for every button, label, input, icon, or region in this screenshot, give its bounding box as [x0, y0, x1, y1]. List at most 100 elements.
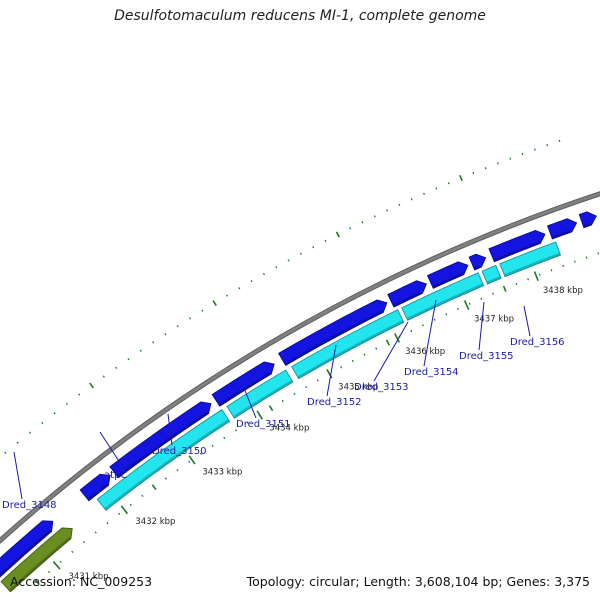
- inner-tick-10: [152, 485, 156, 490]
- cds-track: [97, 242, 560, 510]
- inner-tick-27: [352, 360, 353, 362]
- inner-tick-2: [60, 561, 61, 563]
- inner-tick-34: [434, 319, 435, 321]
- outer-tick-26: [288, 260, 289, 262]
- outer-tick-10: [90, 383, 94, 388]
- gene-label-6: Dred_3153: [354, 382, 409, 393]
- gene-label-7: Dred_3154: [404, 367, 459, 378]
- outer-tick-20: [213, 300, 216, 305]
- gene-leader-8: [479, 302, 484, 350]
- gene-label-8: Dred_3155: [459, 351, 514, 362]
- inner-tick-45: [563, 265, 564, 267]
- genome-summary-text: Topology: circular; Length: 3,608,104 bp…: [247, 574, 590, 589]
- outer-tick-14: [140, 350, 141, 352]
- outer-tick-16: [165, 333, 166, 335]
- inner-tick-12: [177, 469, 178, 471]
- inner-tick-21: [282, 400, 283, 402]
- inner-tick-6: [107, 522, 108, 524]
- outer-tick-19: [202, 310, 203, 312]
- outer-tick-13: [128, 358, 129, 360]
- inner-tick-4: [83, 541, 84, 543]
- outer-tick-24: [263, 273, 264, 275]
- outer-tick-43: [498, 162, 499, 164]
- inner-tick-38: [481, 298, 482, 300]
- inner-tick-5: [95, 532, 96, 534]
- inner-tick-9: [142, 495, 143, 497]
- gene-label-9: Dred_3156: [510, 337, 565, 348]
- outer-tick-7: [54, 413, 55, 415]
- outer-tick-29: [325, 240, 326, 242]
- inner-tick-47: [586, 257, 587, 259]
- outer-tick-4: [17, 442, 18, 444]
- outer-tick-38: [436, 188, 437, 190]
- inner-tick-13: [189, 461, 190, 463]
- outer-tick-8: [66, 403, 67, 405]
- gene-label-4: Dred_3151: [236, 419, 291, 430]
- inner-tick-30: [387, 340, 390, 345]
- outer-tick-46: [535, 149, 536, 151]
- outer-tick-18: [190, 318, 191, 320]
- inner-tick-42: [528, 278, 529, 280]
- inner-tick-24: [317, 379, 318, 381]
- inner-tick-16: [224, 437, 225, 439]
- inner-tick-28: [364, 354, 365, 356]
- inner-tick-35: [446, 313, 447, 315]
- scale-tick-label-8: 3438 kbp: [543, 286, 583, 296]
- scale-tick-7: [465, 301, 469, 310]
- outer-tick-3: [5, 452, 6, 454]
- outer-tick-5: [29, 432, 30, 434]
- scale-tick-label-6: 3436 kbp: [405, 347, 445, 357]
- inner-tick-43: [539, 274, 540, 276]
- outer-tick-34: [387, 210, 388, 212]
- outer-tick-23: [251, 280, 252, 282]
- outer-tick-21: [226, 295, 227, 297]
- inner-tick-22: [294, 393, 295, 395]
- outer-tick-27: [300, 253, 301, 255]
- cds-segment-1: [97, 410, 229, 511]
- gene-leader-2: [100, 432, 124, 469]
- outer-tick-39: [448, 182, 449, 184]
- outer-tick-35: [399, 204, 400, 206]
- gene-leader-1: [14, 452, 22, 499]
- outer-tick-28: [313, 246, 314, 248]
- inner-tick-15: [212, 445, 213, 447]
- inner-tick-46: [575, 261, 576, 263]
- inner-tick-44: [551, 269, 552, 271]
- gene-label-1: Dred_3148: [2, 500, 57, 511]
- inner-tick-39: [493, 293, 494, 295]
- inner-tick-20: [269, 406, 272, 411]
- outer-tick-33: [374, 215, 375, 217]
- outer-tick-15: [153, 342, 154, 344]
- inner-tick-41: [516, 283, 517, 285]
- inner-tick-1: [48, 571, 49, 573]
- outer-tick-40: [460, 175, 462, 181]
- outer-tick-44: [510, 158, 511, 160]
- inner-tick-48: [598, 252, 599, 254]
- inner-tick-32: [411, 330, 412, 332]
- accession-text: Accession: NC_009253: [10, 574, 152, 589]
- outer-tick-9: [79, 394, 80, 396]
- outer-tick-12: [116, 367, 117, 369]
- outer-tick-6: [42, 422, 43, 424]
- outer-tick-42: [485, 167, 486, 169]
- outer-tick-25: [276, 266, 277, 268]
- scale-tick-3: [189, 456, 195, 464]
- gene-label-2: atpC: [104, 470, 127, 481]
- gene-leader-9: [524, 306, 530, 336]
- inner-tick-33: [423, 324, 424, 326]
- inner-tick-23: [306, 386, 307, 388]
- outer-tick-37: [424, 193, 425, 195]
- inner-tick-11: [165, 478, 166, 480]
- inner-tick-37: [469, 303, 470, 305]
- outer-tick-41: [473, 172, 474, 174]
- gene-label-5: Dred_3152: [307, 397, 362, 408]
- inner-tick-3: [72, 551, 73, 553]
- gene-labels: Dred_3148 atpC Dred_3150 Dred_3151 Dred_3152…: [2, 300, 565, 511]
- inner-tick-7: [119, 513, 120, 515]
- inner-tick-8: [130, 504, 131, 506]
- inner-tick-29: [376, 348, 377, 350]
- inner-tick-26: [341, 366, 342, 368]
- scale-tick-8: [535, 271, 539, 280]
- forward-gene-10: [548, 219, 577, 239]
